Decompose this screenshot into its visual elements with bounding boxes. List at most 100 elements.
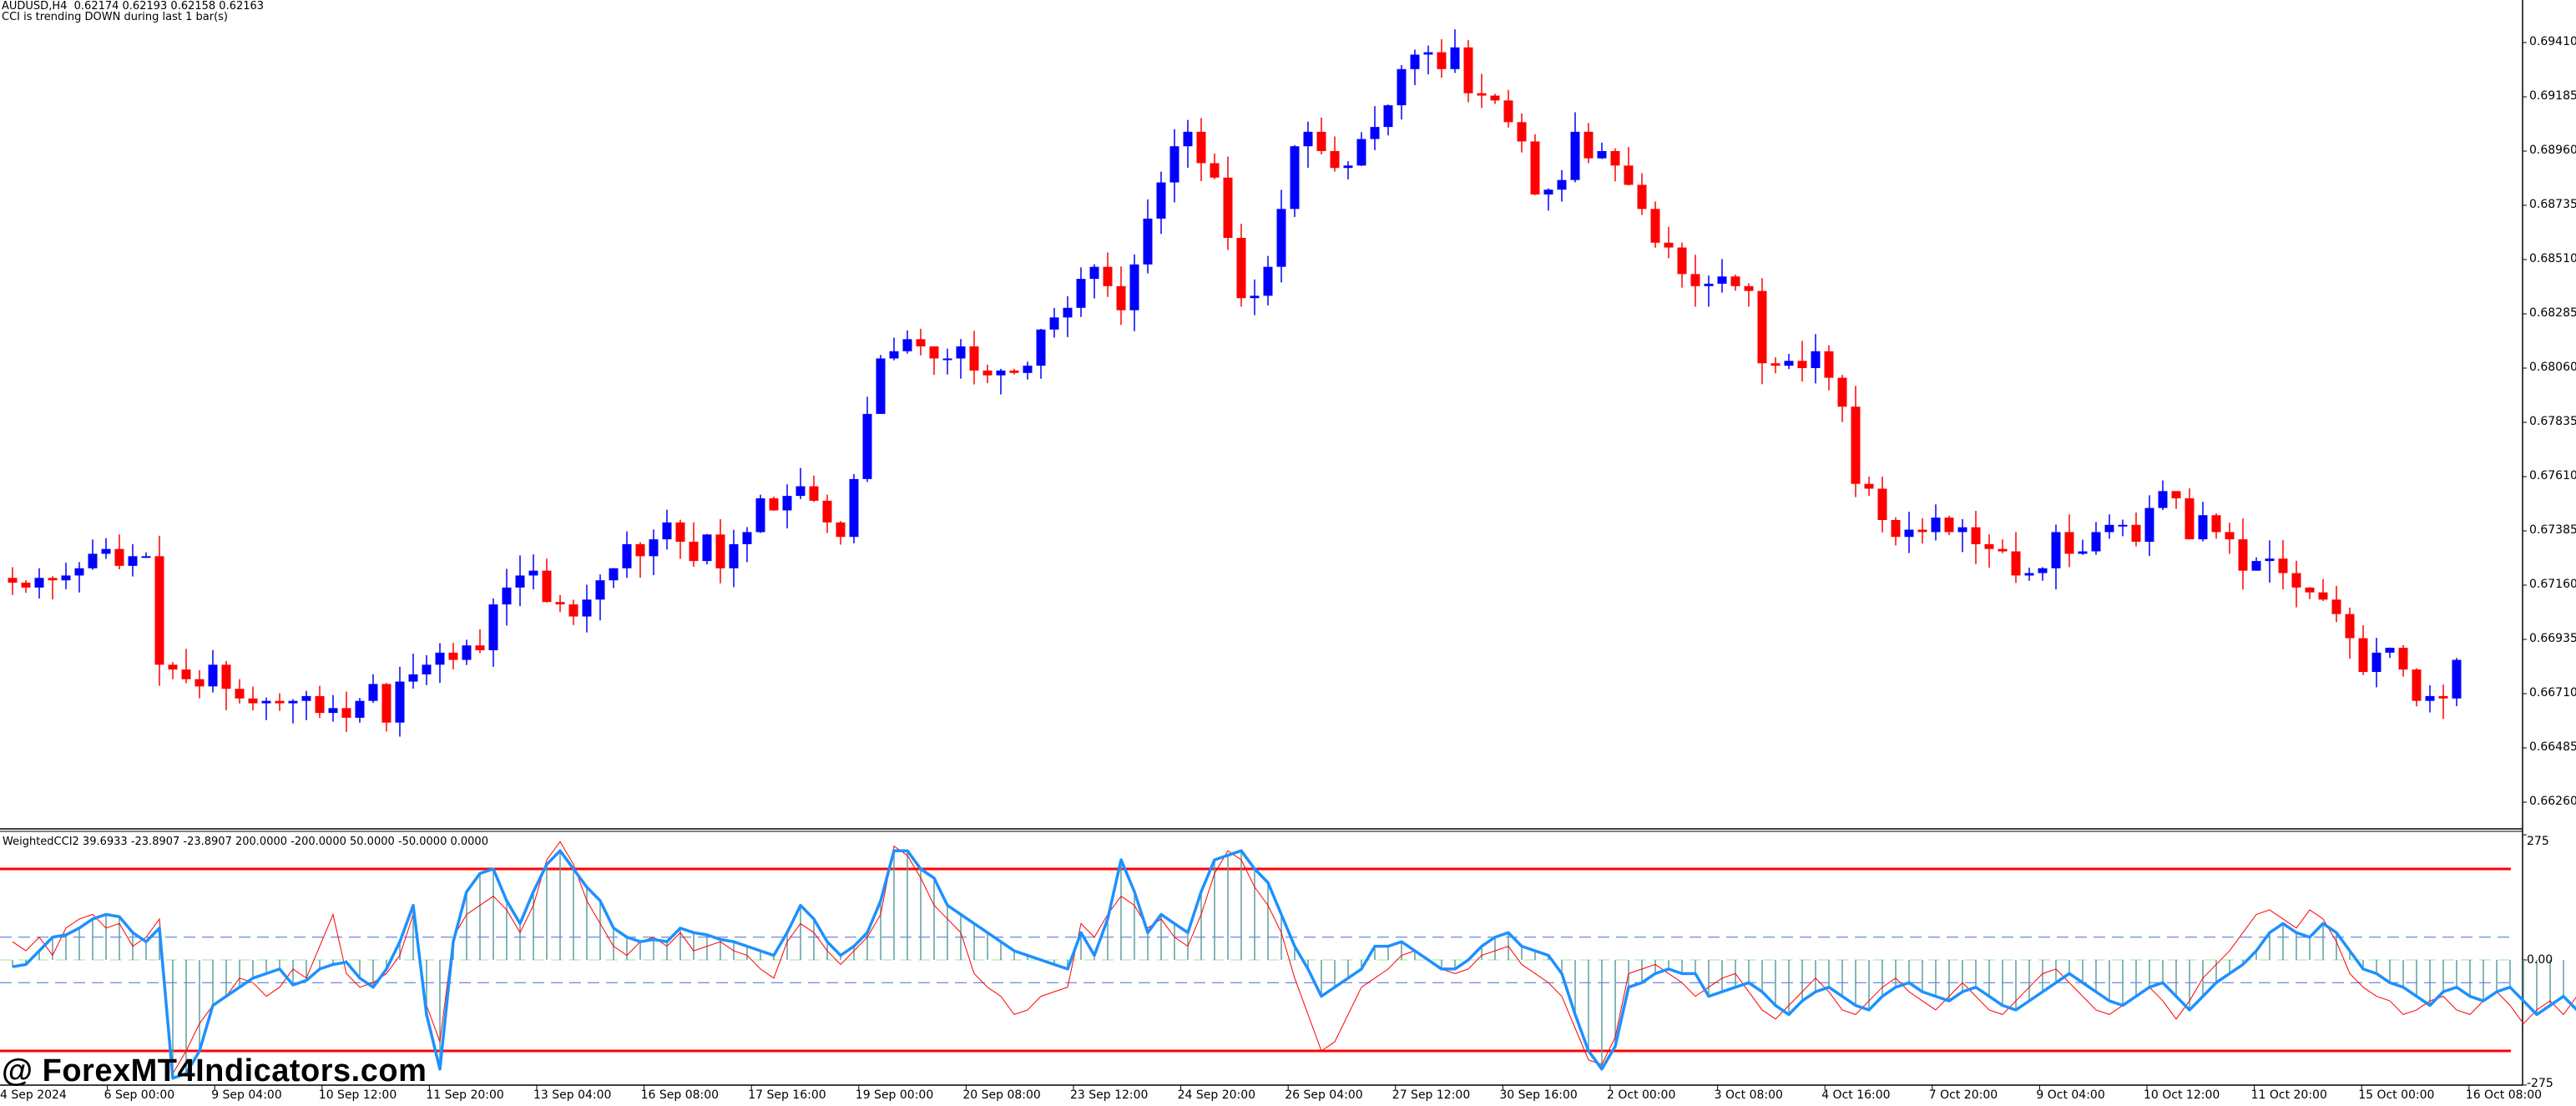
bull-candle <box>2078 551 2088 554</box>
bull-candle <box>1089 266 1099 280</box>
time-axis-label: 9 Sep 04:00 <box>211 1088 282 1102</box>
time-axis-label: 4 Sep 2024 <box>0 1088 67 1102</box>
bear-candle <box>1837 377 1847 407</box>
price-axis-label: 0.66260 <box>2529 795 2576 808</box>
bull-candle <box>1156 182 1166 219</box>
bull-candle <box>2158 491 2168 508</box>
bull-candle <box>956 346 966 359</box>
price-axis-label: 0.66935 <box>2529 632 2576 645</box>
bear-candle <box>1664 242 1674 248</box>
bull-candle <box>462 645 472 660</box>
bear-candle <box>1610 151 1620 166</box>
bull-candle <box>1143 218 1153 265</box>
bull-candle <box>2118 524 2128 527</box>
bear-candle <box>2331 599 2341 614</box>
time-axis-label: 3 Oct 08:00 <box>1714 1088 1783 1102</box>
bear-candle <box>2345 614 2355 639</box>
bear-candle <box>2225 532 2235 540</box>
bear-candle <box>1877 488 1887 520</box>
indicator-axis-zero: 0.00 <box>2527 953 2553 967</box>
time-axis-label: 27 Sep 12:00 <box>1392 1088 1471 1102</box>
time-axis-label: 19 Sep 00:00 <box>855 1088 934 1102</box>
bear-candle <box>381 684 391 723</box>
bear-candle <box>2398 648 2408 670</box>
bull-candle <box>408 674 418 682</box>
bear-candle <box>168 664 178 670</box>
bull-candle <box>796 486 806 497</box>
price-axis-label: 0.66485 <box>2529 740 2576 754</box>
bear-candle <box>194 679 205 687</box>
bear-candle <box>1677 247 1687 275</box>
bull-candle <box>1931 518 1941 533</box>
time-axis-label: 10 Oct 12:00 <box>2144 1088 2220 1102</box>
bear-candle <box>1223 177 1233 238</box>
bull-candle <box>2425 695 2435 701</box>
bear-candle <box>836 522 846 538</box>
bear-candle <box>1463 47 1473 93</box>
bear-candle <box>1583 131 1594 159</box>
bull-candle <box>1543 189 1553 194</box>
time-axis-label: 20 Sep 08:00 <box>962 1088 1041 1102</box>
bull-candle <box>2251 561 2261 571</box>
time-axis-label: 30 Sep 16:00 <box>1499 1088 1578 1102</box>
cci-signal-line <box>12 841 2576 1075</box>
bear-candle <box>475 645 485 650</box>
bull-candle <box>1597 151 1607 159</box>
bear-candle <box>1009 370 1019 373</box>
bear-candle <box>1517 122 1527 142</box>
bear-candle <box>1650 209 1660 243</box>
bull-candle <box>1811 351 1821 368</box>
bull-candle <box>1023 366 1033 373</box>
price-axis-label: 0.69185 <box>2529 89 2576 103</box>
bull-candle <box>435 652 445 665</box>
bear-candle <box>48 578 58 581</box>
indicator-axis-max: 275 <box>2527 835 2549 848</box>
bull-candle <box>2144 508 2154 542</box>
bear-candle <box>675 522 685 542</box>
bear-candle <box>2358 638 2368 672</box>
bear-candle <box>21 583 31 588</box>
time-axis-label: 23 Sep 12:00 <box>1070 1088 1149 1102</box>
bull-candle <box>208 664 218 687</box>
time-axis-label: 11 Oct 20:00 <box>2250 1088 2327 1102</box>
bull-candle <box>301 695 311 701</box>
bull-candle <box>2024 573 2034 576</box>
bull-candle <box>2091 532 2101 552</box>
bear-candle <box>114 548 124 566</box>
bull-candle <box>609 568 619 581</box>
bull-candle <box>1383 105 1393 128</box>
bull-candle <box>622 543 632 568</box>
bull-candle <box>902 339 912 351</box>
bear-candle <box>248 698 258 704</box>
bear-candle <box>1624 165 1634 185</box>
bull-candle <box>1049 317 1059 330</box>
bear-candle <box>769 498 779 511</box>
bull-candle <box>1063 307 1073 318</box>
bear-candle <box>809 486 819 501</box>
bear-candle <box>1944 518 1954 533</box>
bull-candle <box>2452 659 2462 699</box>
bull-candle <box>368 684 378 701</box>
bear-candle <box>1103 266 1113 286</box>
bull-candle <box>702 534 712 562</box>
bull-candle <box>395 681 405 723</box>
bear-candle <box>235 689 245 699</box>
bull-candle <box>2385 648 2395 653</box>
bear-candle <box>2011 551 2021 576</box>
bear-candle <box>2185 498 2195 540</box>
indicator-title: WeightedCCI2 39.6933 -23.8907 -23.8907 2… <box>3 836 488 848</box>
bull-candle <box>1356 139 1366 166</box>
bear-candle <box>1196 131 1206 164</box>
bull-candle <box>528 570 538 576</box>
bear-candle <box>1824 351 1834 378</box>
bear-candle <box>715 534 725 568</box>
bull-candle <box>1904 529 1914 538</box>
price-axis-label: 0.66710 <box>2529 686 2576 699</box>
time-axis-label: 16 Sep 08:00 <box>640 1088 720 1102</box>
bull-candle <box>662 522 672 540</box>
bear-candle <box>1757 290 1767 364</box>
bear-candle <box>2412 669 2422 701</box>
bear-candle <box>929 346 939 359</box>
